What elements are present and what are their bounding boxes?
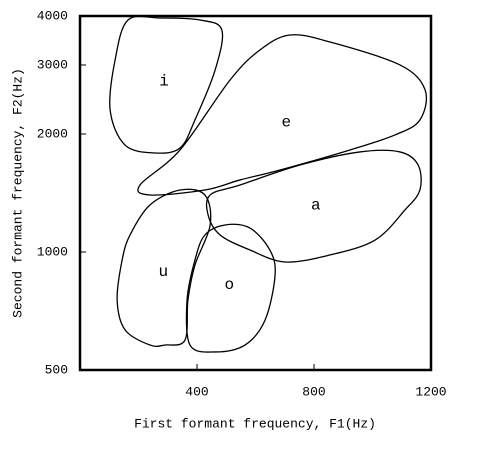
region-label: i: [159, 72, 169, 90]
vowel-region: [109, 15, 224, 154]
y-tick-label: 4000: [37, 8, 68, 23]
y-tick-label: 2000: [37, 126, 68, 141]
vowel-region: [116, 188, 212, 348]
plot-frame: [78, 14, 433, 372]
y-tick-label: 500: [45, 362, 68, 377]
region-label: o: [224, 276, 234, 294]
x-tick-label: 800: [302, 384, 325, 399]
region-label: a: [311, 196, 321, 214]
y-axis-label: Second formant frequency, F2(Hz): [10, 68, 25, 318]
vowel-region: [185, 223, 276, 353]
region-label: u: [158, 263, 168, 281]
vowel-region: [205, 149, 422, 263]
y-tick-label: 3000: [37, 57, 68, 72]
y-tick-label: 1000: [37, 244, 68, 259]
vowel-region: [137, 34, 428, 196]
x-axis-label: First formant frequency, F1(Hz): [134, 416, 376, 431]
x-tick-label: 400: [185, 384, 208, 399]
x-tick-label: 1200: [415, 384, 446, 399]
region-label: e: [282, 114, 292, 132]
